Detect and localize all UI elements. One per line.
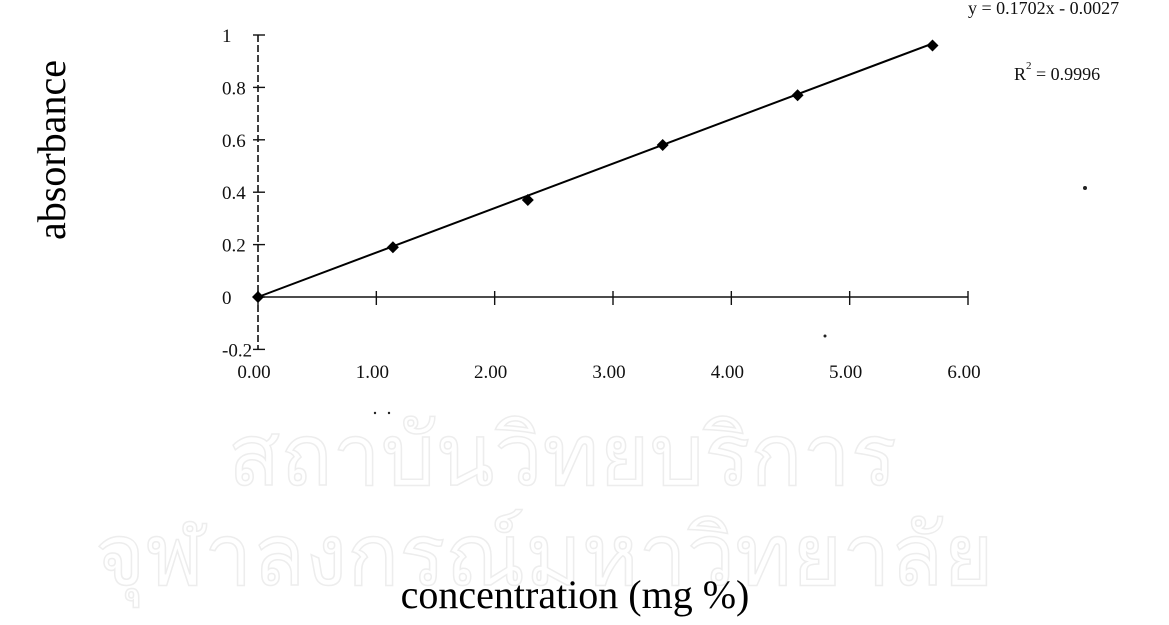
y-tick-label: -0.2 bbox=[222, 340, 252, 361]
x-axis-title: concentration (mg %) bbox=[401, 572, 750, 617]
y-tick-label: 0.4 bbox=[222, 183, 246, 204]
y-tick-label: 0.8 bbox=[222, 78, 246, 99]
data-point bbox=[521, 194, 534, 207]
x-tick-label: 3.00 bbox=[592, 362, 625, 383]
data-point bbox=[791, 89, 804, 102]
ticks: -0.2 0 0.2 0.4 0.6 0.8 1 0.00 1.00 2.00 3.00 4.00 5.… bbox=[222, 26, 981, 383]
r-squared-label: R2 = 0.9996 bbox=[1014, 60, 1100, 84]
trendline-equation: y = 0.1702x - 0.0027 bbox=[968, 0, 1119, 18]
x-tick-label: 2.00 bbox=[474, 362, 507, 383]
scan-specks bbox=[373, 186, 1087, 415]
watermark-line-2: จุฬาลงกรณ์มหาวิทยาลัย bbox=[95, 506, 994, 608]
y-tick-label: 0.6 bbox=[222, 131, 246, 152]
x-tick-label: 1.00 bbox=[356, 362, 389, 383]
watermark-line-1: สถาบันวิทยบริการ bbox=[228, 406, 897, 506]
y-tick-label: 0.2 bbox=[222, 236, 246, 257]
x-tick-label: 6.00 bbox=[947, 362, 980, 383]
trendline bbox=[257, 42, 933, 298]
x-tick-label: 0.00 bbox=[237, 362, 270, 383]
y-tick-label: 0 bbox=[222, 288, 232, 309]
data-point bbox=[656, 139, 669, 152]
x-tick-label: 5.00 bbox=[829, 362, 862, 383]
plot-area bbox=[252, 39, 939, 303]
x-tick-label: 4.00 bbox=[711, 362, 744, 383]
data-point bbox=[252, 291, 264, 303]
data-point bbox=[926, 39, 939, 52]
y-tick-label: 1 bbox=[222, 26, 232, 47]
data-point bbox=[386, 241, 399, 254]
y-axis-title: absorbance bbox=[29, 60, 74, 240]
